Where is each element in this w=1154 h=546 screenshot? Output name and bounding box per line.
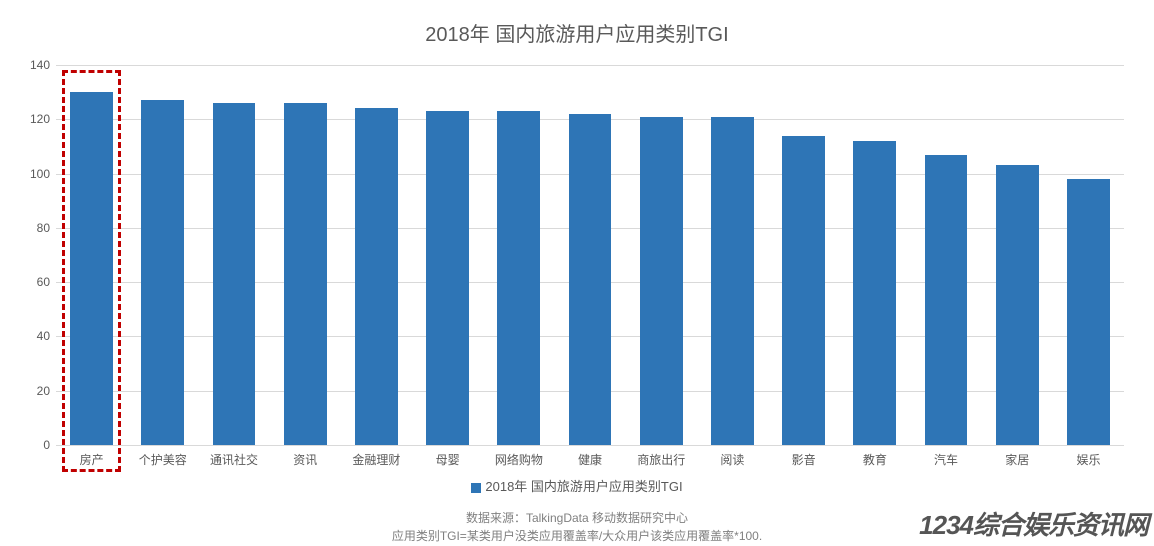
x-label: 影音 bbox=[768, 445, 839, 468]
y-tick: 40 bbox=[20, 329, 50, 343]
chart-title: 2018年 国内旅游用户应用类别TGI bbox=[20, 18, 1134, 47]
bar bbox=[213, 103, 256, 445]
bar-slot bbox=[982, 65, 1053, 445]
y-tick: 80 bbox=[20, 221, 50, 235]
bar-slot bbox=[341, 65, 412, 445]
x-label: 金融理财 bbox=[341, 445, 412, 468]
x-label: 汽车 bbox=[910, 445, 981, 468]
x-label: 教育 bbox=[839, 445, 910, 468]
bar bbox=[497, 111, 540, 445]
x-label: 健康 bbox=[554, 445, 625, 468]
bar-slot bbox=[697, 65, 768, 445]
legend-swatch bbox=[471, 483, 481, 493]
bar bbox=[70, 92, 113, 445]
bar-slot bbox=[554, 65, 625, 445]
bar bbox=[569, 114, 612, 445]
bar-slot bbox=[839, 65, 910, 445]
x-label: 商旅出行 bbox=[626, 445, 697, 468]
x-label: 母婴 bbox=[412, 445, 483, 468]
bar bbox=[355, 108, 398, 445]
bar bbox=[925, 155, 968, 445]
x-label: 资讯 bbox=[270, 445, 341, 468]
bar bbox=[996, 165, 1039, 445]
bar-slot bbox=[127, 65, 198, 445]
bar-slot bbox=[626, 65, 697, 445]
bar-slot bbox=[56, 65, 127, 445]
bar-slot bbox=[910, 65, 981, 445]
y-tick: 120 bbox=[20, 112, 50, 126]
bar-slot bbox=[1053, 65, 1124, 445]
bar bbox=[1067, 179, 1110, 445]
bar bbox=[141, 100, 184, 445]
x-label: 房产 bbox=[56, 445, 127, 468]
x-label: 通讯社交 bbox=[198, 445, 269, 468]
bar bbox=[640, 117, 683, 445]
y-tick: 20 bbox=[20, 384, 50, 398]
x-label: 家居 bbox=[982, 445, 1053, 468]
x-label: 阅读 bbox=[697, 445, 768, 468]
x-label: 个护美容 bbox=[127, 445, 198, 468]
bar bbox=[853, 141, 896, 445]
bar bbox=[284, 103, 327, 445]
chart-container: 2018年 国内旅游用户应用类别TGI 020406080100120140 房… bbox=[0, 0, 1154, 546]
grid-line bbox=[56, 445, 1124, 446]
bar-slot bbox=[270, 65, 341, 445]
x-label: 网络购物 bbox=[483, 445, 554, 468]
plot-area: 020406080100120140 bbox=[56, 65, 1124, 445]
y-tick: 100 bbox=[20, 167, 50, 181]
x-axis-labels: 房产个护美容通讯社交资讯金融理财母婴网络购物健康商旅出行阅读影音教育汽车家居娱乐 bbox=[56, 445, 1124, 468]
y-tick: 140 bbox=[20, 58, 50, 72]
bars-wrap bbox=[56, 65, 1124, 445]
legend: 2018年 国内旅游用户应用类别TGI bbox=[20, 476, 1134, 495]
x-label: 娱乐 bbox=[1053, 445, 1124, 468]
bar bbox=[782, 136, 825, 445]
bar-slot bbox=[768, 65, 839, 445]
y-tick: 0 bbox=[20, 438, 50, 452]
bar bbox=[711, 117, 754, 445]
bar-slot bbox=[412, 65, 483, 445]
watermark: 1234综合娱乐资讯网 bbox=[919, 505, 1148, 542]
y-tick: 60 bbox=[20, 275, 50, 289]
bar-slot bbox=[198, 65, 269, 445]
legend-label: 2018年 国内旅游用户应用类别TGI bbox=[485, 479, 682, 494]
bar-slot bbox=[483, 65, 554, 445]
bar bbox=[426, 111, 469, 445]
y-axis: 020406080100120140 bbox=[20, 65, 50, 445]
